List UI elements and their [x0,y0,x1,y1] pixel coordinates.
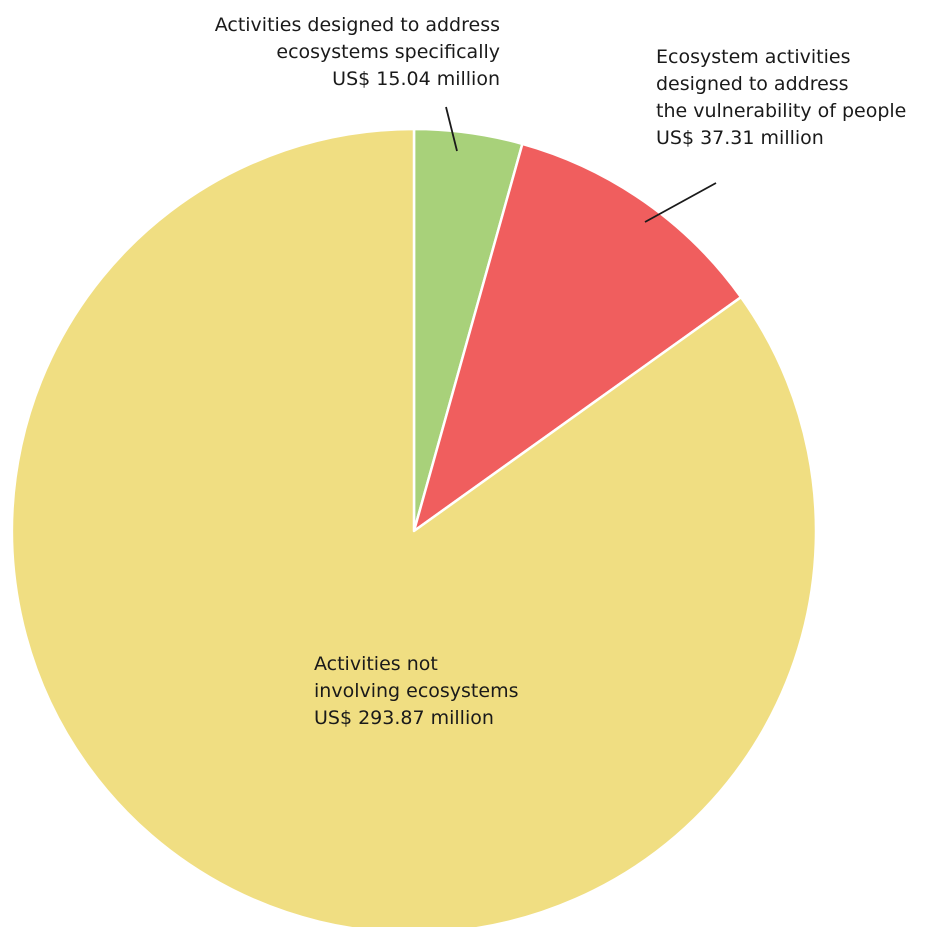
slice-value-label: US$ 15.04 million [332,68,500,90]
slice-label-ecosystem-vulnerability: Ecosystem activities designed to address… [656,44,906,152]
slice-label-not-involving-ecosystems: Activities not involving ecosystems US$ … [314,651,518,732]
slice-label-line: Activities not [314,653,438,675]
slice-value-label: US$ 293.87 million [314,707,494,729]
slice-label-line: designed to address [656,73,849,95]
slice-label-line: involving ecosystems [314,680,519,702]
slice-label-line: Activities designed to address [214,14,500,36]
slice-label-line: Ecosystem activities [656,46,851,68]
leader-lines [445,106,717,223]
pie-slice-ecosystem-vulnerability [412,142,743,533]
slice-value-label: US$ 37.31 million [656,127,824,149]
slice-label-ecosystems-specific: Activities designed to address ecosystem… [215,12,500,93]
leader-line-ecosystems-specific [445,106,458,152]
pie-slice-not-involving-ecosystems [10,127,818,927]
slice-label-line: ecosystems specifically [276,41,500,63]
slice-label-line: the vulnerability of people [656,100,907,122]
pie-slices [10,127,818,927]
leader-line-ecosystem-vulnerability [644,182,717,223]
